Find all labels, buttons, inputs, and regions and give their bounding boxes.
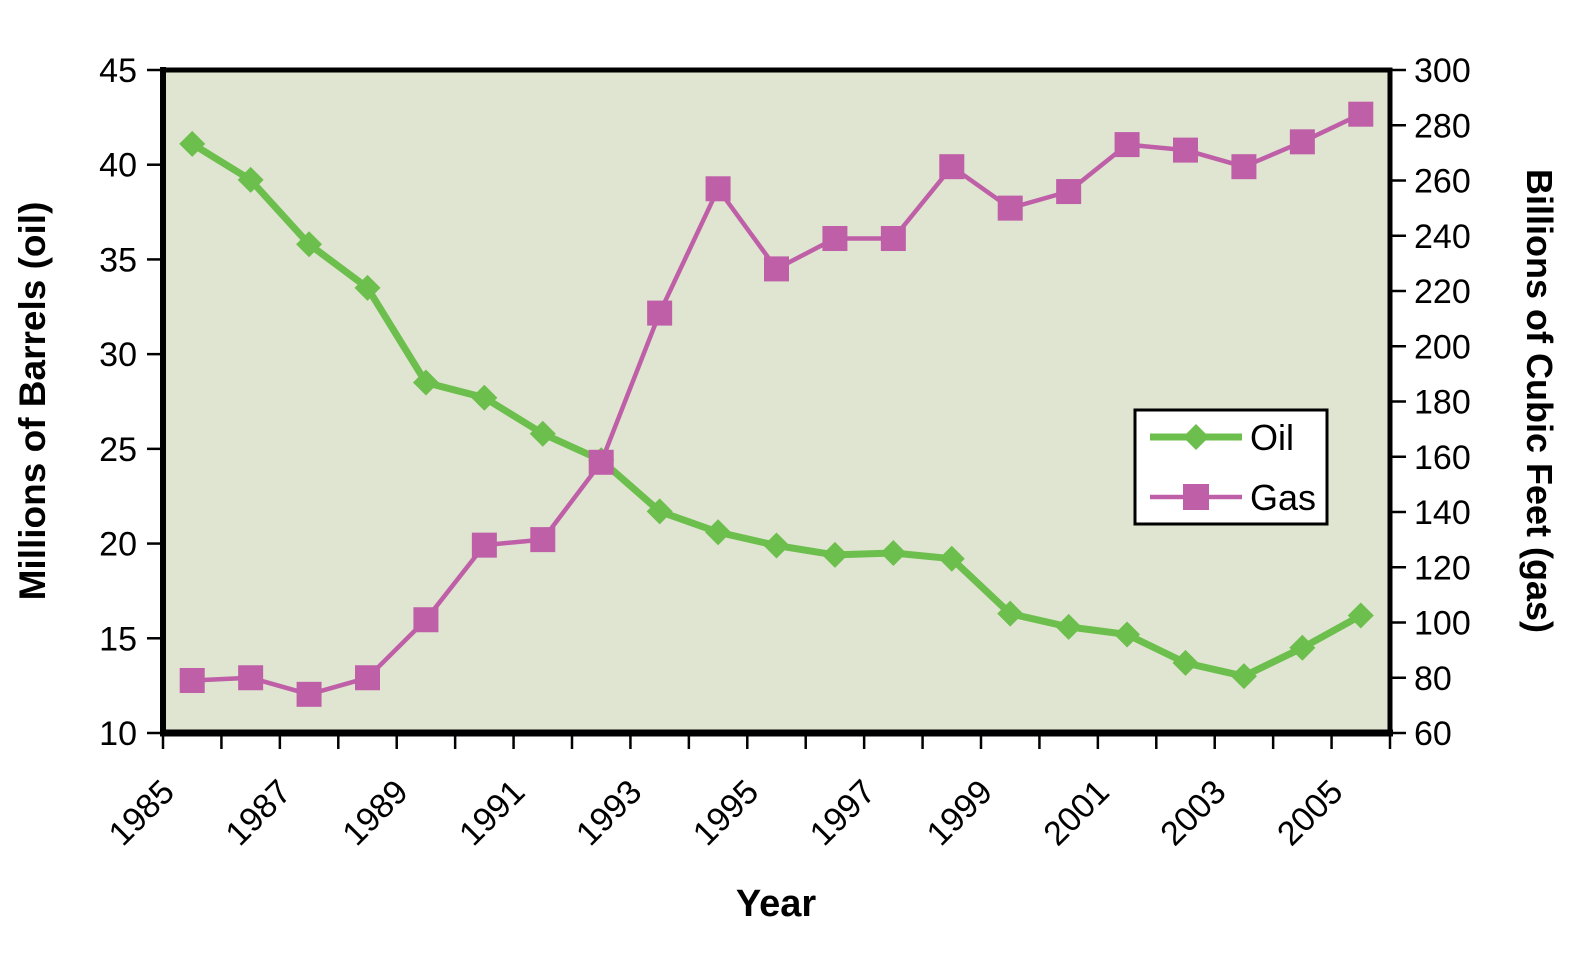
- plot-area: [163, 70, 1390, 733]
- gas-square-marker: [530, 527, 556, 553]
- y-right-tick-label: 160: [1414, 439, 1471, 477]
- y-left-tick-label: 20: [99, 526, 137, 564]
- oil-diamond-marker: [1172, 649, 1199, 676]
- gas-square-marker: [1231, 154, 1257, 180]
- y-left-tick-label: 45: [99, 52, 137, 90]
- gas-square-marker: [413, 607, 439, 633]
- oil-diamond-marker: [1347, 602, 1374, 629]
- x-tick-label: 1993: [569, 773, 649, 853]
- oil-diamond-marker: [880, 540, 907, 567]
- gas-square-marker: [1173, 137, 1198, 163]
- gas-square-marker: [880, 226, 906, 252]
- gas-square-marker: [764, 256, 789, 282]
- x-tick-label: 2001: [1036, 773, 1116, 853]
- legend-box: [1133, 408, 1329, 526]
- gas-square-marker: [471, 532, 497, 558]
- y-right-tick-label: 240: [1414, 218, 1471, 256]
- y-right-tick-label: 300: [1414, 52, 1471, 90]
- right-axis-title: Billions of Cubic Feet (gas): [1519, 169, 1560, 633]
- x-tick-label: 2005: [1270, 773, 1350, 853]
- oil-diamond-marker: [1289, 634, 1316, 661]
- y-right-tick-label: 100: [1414, 605, 1471, 643]
- y-right-tick-label: 180: [1414, 384, 1471, 422]
- legend-gas-label: Gas: [1250, 477, 1316, 518]
- x-tick-label: 1989: [335, 773, 415, 853]
- x-tick-label: 1987: [218, 773, 298, 853]
- oil-diamond-marker: [705, 519, 732, 546]
- gas-square-marker: [1114, 132, 1140, 158]
- gas-square-marker: [296, 681, 322, 707]
- oil-diamond-marker: [1230, 663, 1257, 690]
- gas-square-marker: [588, 449, 614, 475]
- y-right-tick-label: 260: [1414, 163, 1471, 201]
- legend-oil-label: Oil: [1250, 417, 1294, 458]
- gas-square-marker: [179, 668, 205, 694]
- oil-diamond-marker: [763, 532, 790, 559]
- legend: Oil Gas: [1133, 408, 1329, 526]
- y-left-tick-label: 15: [99, 620, 137, 658]
- x-tick-label: 1997: [803, 773, 883, 853]
- x-tick-label: 1999: [920, 773, 1000, 853]
- gas-square-marker: [1056, 179, 1082, 205]
- oil-diamond-marker: [471, 384, 498, 411]
- y-right-tick-label: 140: [1414, 494, 1471, 532]
- gas-square-marker: [705, 176, 731, 202]
- gas-square-marker: [1289, 129, 1315, 155]
- y-right-tick-label: 80: [1414, 660, 1452, 698]
- x-tick-label: 2003: [1153, 773, 1233, 853]
- y-left-tick-label: 10: [99, 715, 137, 753]
- x-tick-label: 1985: [102, 773, 182, 853]
- gas-square-marker: [647, 300, 673, 326]
- y-right-tick-label: 60: [1414, 715, 1452, 753]
- oil-diamond-marker: [938, 545, 965, 572]
- y-right-tick-label: 200: [1414, 328, 1471, 366]
- oil-diamond-marker: [646, 498, 673, 525]
- oil-diamond-marker: [237, 166, 264, 193]
- x-tick-label: 1995: [686, 773, 766, 853]
- x-tick-label: 1991: [452, 773, 532, 853]
- y-left-tick-label: 35: [99, 241, 137, 279]
- oil-diamond-marker: [179, 130, 206, 157]
- oil-diamond-marker: [354, 274, 381, 301]
- y-right-tick-label: 120: [1414, 549, 1471, 587]
- legend-gas-square-marker: [1183, 484, 1209, 510]
- oil-diamond-marker: [296, 231, 323, 258]
- oil-diamond-marker: [821, 541, 848, 568]
- y-left-tick-label: 25: [99, 431, 137, 469]
- y-left-tick-label: 30: [99, 336, 137, 374]
- y-left-tick-label: 40: [99, 147, 137, 185]
- gas-square-marker: [822, 226, 848, 252]
- y-right-tick-label: 220: [1414, 273, 1471, 311]
- gas-square-marker: [1348, 101, 1374, 127]
- oil-diamond-marker: [1055, 613, 1082, 640]
- oil-diamond-marker: [997, 600, 1024, 627]
- gas-square-marker: [238, 665, 264, 691]
- gas-square-marker: [997, 195, 1023, 221]
- legend-oil-diamond-marker: [1183, 424, 1209, 450]
- x-axis-title: Year: [736, 883, 817, 925]
- oil-diamond-marker: [412, 369, 439, 396]
- left-axis-title: Millions of Barrels (oil): [12, 202, 53, 601]
- gas-square-marker: [355, 665, 380, 691]
- y-right-tick-label: 280: [1414, 107, 1471, 145]
- gas-square-marker: [939, 154, 965, 180]
- oil-diamond-marker: [529, 420, 556, 447]
- oil-diamond-marker: [1114, 621, 1141, 648]
